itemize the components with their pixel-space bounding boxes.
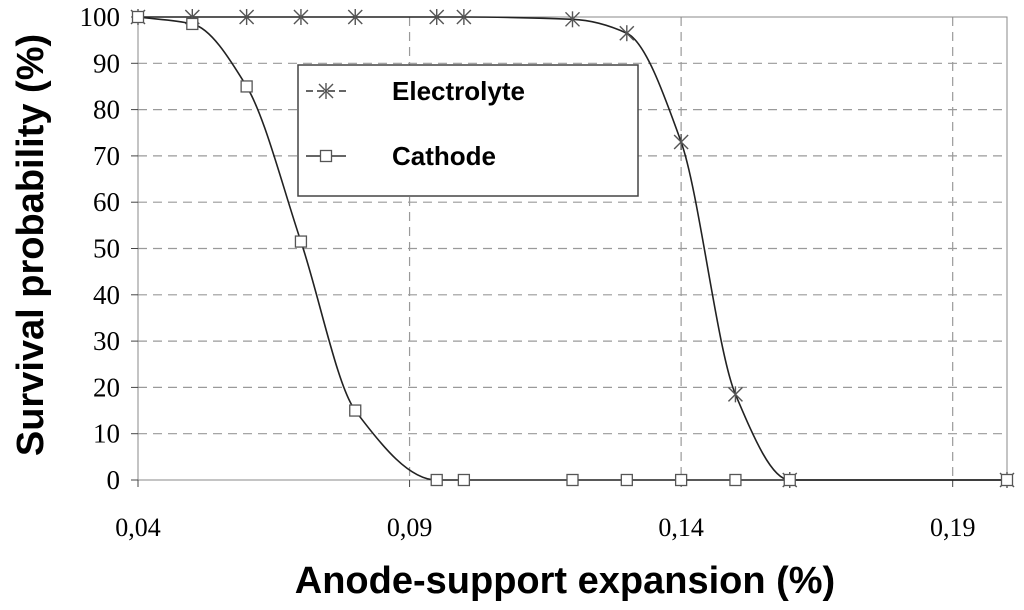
- y-tick-label: 50: [93, 234, 120, 264]
- legend-label-electrolyte: Electrolyte: [392, 76, 525, 106]
- data-point-cathode: [457, 473, 471, 487]
- legend-item-cathode: Cathode: [306, 141, 496, 171]
- data-point-electrolyte: [347, 9, 363, 25]
- y-tick-label: 90: [93, 48, 120, 78]
- y-axis-title: Survival probability (%): [10, 34, 52, 456]
- y-tick-label: 60: [93, 187, 120, 217]
- data-point-electrolyte: [565, 11, 580, 28]
- legend-marker-electrolyte: [318, 83, 334, 99]
- legend-item-electrolyte: Electrolyte: [306, 76, 525, 106]
- data-point-electrolyte: [619, 25, 635, 42]
- data-point-cathode: [131, 10, 145, 24]
- data-point-cathode: [674, 473, 688, 487]
- legend-box: [297, 64, 639, 197]
- x-tick-label: 0,09: [387, 513, 433, 542]
- data-point-cathode: [349, 404, 362, 417]
- x-tick-label: 0,14: [658, 513, 704, 542]
- y-tick-label: 10: [93, 419, 120, 449]
- y-tick-label: 30: [93, 326, 120, 356]
- y-tick-label: 40: [93, 280, 120, 310]
- data-point-cathode: [783, 473, 796, 487]
- legend-label-cathode: Cathode: [392, 141, 496, 171]
- data-point-cathode: [729, 473, 742, 487]
- x-tick-labels: 0,04 0,09 0,14 0,19: [115, 480, 975, 542]
- series-layer: [130, 9, 1015, 488]
- x-tick-label: 0,19: [930, 513, 976, 542]
- data-point-cathode: [620, 473, 633, 487]
- y-tick-label: 70: [93, 141, 120, 171]
- data-point-cathode: [430, 473, 443, 487]
- y-tick-label: 100: [80, 2, 121, 32]
- data-point-electrolyte: [239, 9, 255, 25]
- series-line-cathode: [137, 16, 1007, 481]
- y-tick-label: 0: [107, 465, 121, 495]
- data-point-cathode: [240, 80, 253, 93]
- y-tick-labels: 0 10 20 30 40 50 60 70 80 90 100: [80, 2, 138, 495]
- legend: Electrolyte Cathode: [297, 64, 639, 197]
- data-point-cathode: [566, 473, 579, 487]
- data-point-electrolyte: [429, 9, 445, 25]
- data-point-electrolyte: [673, 134, 689, 151]
- data-point-electrolyte: [293, 9, 309, 25]
- y-tick-label: 80: [93, 95, 120, 125]
- series-cathode: [131, 10, 1014, 487]
- data-point-cathode: [1000, 473, 1014, 487]
- data-point-electrolyte: [727, 386, 743, 403]
- x-axis-title: Anode-support expansion (%): [295, 560, 835, 602]
- x-tick-label: 0,04: [115, 513, 161, 542]
- legend-marker-cathode: [319, 149, 333, 163]
- data-point-cathode: [186, 17, 199, 31]
- y-tick-label: 20: [93, 372, 120, 402]
- data-point-cathode: [294, 235, 308, 248]
- data-point-electrolyte: [456, 9, 472, 25]
